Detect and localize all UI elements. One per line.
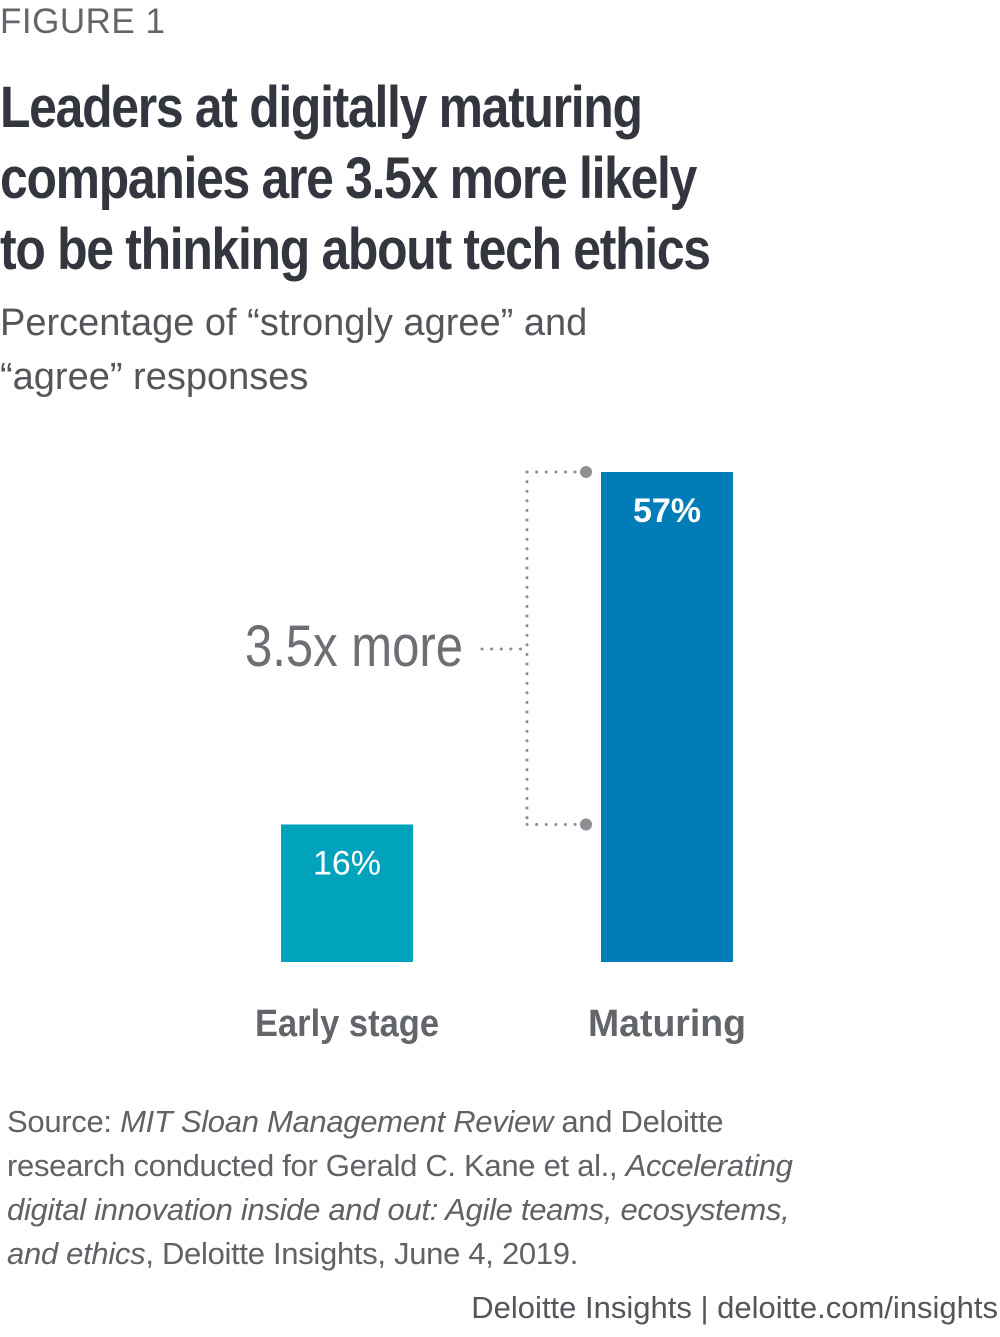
data-label: 57% [633, 492, 701, 530]
source-note: Source: MIT Sloan Management Review and … [7, 1100, 997, 1276]
figure-label: FIGURE 1 [0, 2, 166, 41]
bracket-bottom-dot [580, 818, 592, 831]
category-label: Maturing [588, 1003, 746, 1045]
source-italic-text: Accelerating [625, 1148, 793, 1183]
bracket-top-dot [580, 466, 592, 478]
annotation-text: 3.5x more [245, 614, 463, 679]
source-line: Source: MIT Sloan Management Review and … [7, 1100, 997, 1144]
bar-maturing [601, 472, 733, 962]
title-line: companies are 3.5x more likely [0, 146, 697, 211]
chart-title: Leaders at digitally maturing companies … [0, 72, 757, 285]
source-line: and ethics, Deloitte Insights, June 4, 2… [7, 1232, 997, 1276]
source-line: digital innovation inside and out: Agile… [7, 1188, 997, 1232]
source-italic-text: MIT Sloan Management Review [120, 1104, 554, 1139]
subtitle-line: Percentage of “strongly agree” and [0, 302, 588, 344]
bar-early-stage [281, 824, 413, 962]
category-label: Early stage [255, 1003, 439, 1045]
bar-chart: 16% Early stage 57% Maturing 3.5x more [245, 466, 746, 1045]
title-line: to be thinking about tech ethics [0, 217, 711, 282]
data-label: 16% [313, 844, 381, 882]
source-text: and Deloitte [553, 1104, 724, 1139]
source-text: , Deloitte Insights, June 4, 2019. [145, 1236, 579, 1271]
subtitle-line: “agree” responses [0, 356, 309, 398]
source-text: Source: [7, 1104, 121, 1139]
source-italic-text: and ethics [7, 1236, 146, 1271]
source-italic-text: digital innovation inside and out: Agile… [7, 1192, 790, 1227]
chart-subtitle: Percentage of “strongly agree” and “agre… [0, 296, 587, 404]
source-text: research conducted for Gerald C. Kane et… [7, 1148, 626, 1183]
title-line: Leaders at digitally maturing [0, 75, 643, 140]
source-line: research conducted for Gerald C. Kane et… [7, 1144, 997, 1188]
footer-credit: Deloitte Insights | deloitte.com/insight… [471, 1290, 998, 1325]
